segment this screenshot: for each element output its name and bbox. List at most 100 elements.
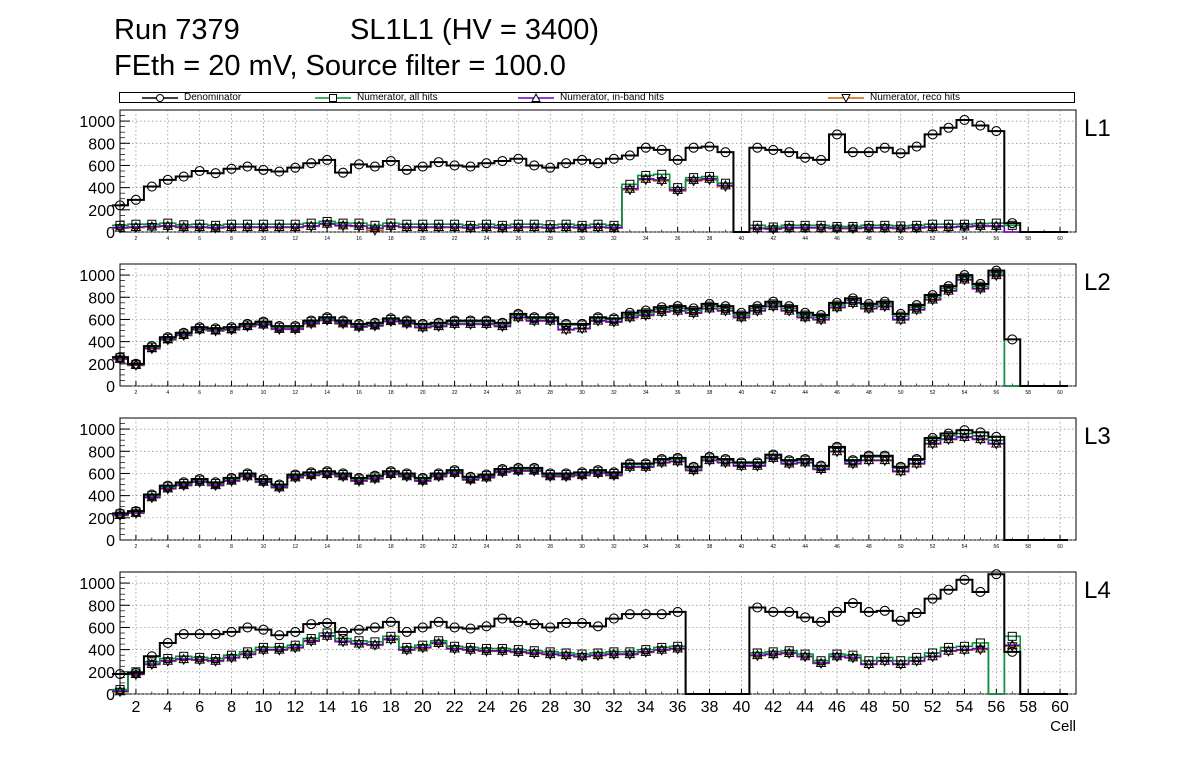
data-point <box>353 220 365 230</box>
data-point <box>194 629 205 640</box>
data-point <box>306 619 317 630</box>
data-point <box>481 644 491 654</box>
data-point <box>114 222 126 232</box>
data-point <box>418 640 428 650</box>
data-point <box>624 150 635 161</box>
x-tick-label: 2 <box>135 544 138 550</box>
data-point <box>465 315 476 326</box>
data-point <box>991 265 1002 276</box>
data-point <box>289 471 301 482</box>
x-tick-label: 52 <box>930 544 936 550</box>
data-point <box>544 470 556 481</box>
data-point <box>528 221 540 232</box>
data-point <box>927 221 938 232</box>
data-point <box>688 174 699 184</box>
data-point <box>529 462 540 473</box>
y-tick-label: 800 <box>88 290 115 307</box>
data-point <box>449 318 460 328</box>
data-point <box>545 220 555 230</box>
data-point <box>497 224 508 234</box>
data-point <box>767 223 779 233</box>
data-point <box>927 593 938 604</box>
data-point <box>561 318 572 329</box>
data-point <box>306 634 316 644</box>
x-tick-label: 50 <box>898 390 904 396</box>
data-point <box>226 322 237 333</box>
legend-marker-triangle-up <box>518 92 554 102</box>
data-point <box>322 466 333 477</box>
data-point <box>959 223 970 233</box>
data-point <box>385 616 396 627</box>
data-point <box>386 631 396 641</box>
data-point <box>592 312 604 323</box>
x-tick-label: 8 <box>230 236 233 242</box>
data-point <box>433 157 444 168</box>
data-point <box>544 650 556 661</box>
y-tick-label: 800 <box>88 136 115 153</box>
data-point <box>863 147 874 158</box>
data-point <box>178 331 190 342</box>
settings-title: FEth = 20 mV, Source filter = 100.0 <box>114 50 566 82</box>
data-point <box>800 453 811 465</box>
data-point <box>608 316 620 326</box>
data-point <box>194 325 206 336</box>
series-line-denominator <box>112 573 1069 695</box>
y-tick-label: 800 <box>88 598 115 615</box>
data-point <box>433 221 445 232</box>
data-point <box>784 220 794 230</box>
y-tick-label: 200 <box>88 357 115 374</box>
data-point <box>990 220 1002 230</box>
data-point <box>497 463 508 475</box>
x-tick-label: 20 <box>420 544 426 550</box>
data-point <box>401 315 412 326</box>
data-point <box>752 220 762 230</box>
data-point <box>832 221 842 231</box>
data-point <box>353 321 365 331</box>
data-point <box>592 621 604 632</box>
data-point <box>338 468 349 479</box>
x-tick-label: 54 <box>962 236 968 242</box>
data-point <box>959 574 970 585</box>
data-point <box>226 653 237 664</box>
legend-label: Denominator <box>184 92 242 103</box>
data-point <box>210 657 221 667</box>
data-point <box>847 455 858 466</box>
data-point <box>896 656 906 666</box>
data-point <box>752 648 762 658</box>
data-point <box>466 642 476 652</box>
data-point <box>305 635 317 645</box>
data-point <box>927 650 938 661</box>
data-point <box>767 648 779 659</box>
data-point <box>114 352 126 363</box>
legend-label: Numerator, reco hits <box>870 92 961 103</box>
data-point <box>258 646 269 656</box>
data-point <box>816 154 827 165</box>
panel-label: L2 <box>1084 269 1111 296</box>
data-point <box>863 450 874 461</box>
data-point <box>847 293 858 304</box>
x-tick-label: 10 <box>261 544 267 550</box>
data-point <box>114 668 126 680</box>
data-point <box>385 220 397 230</box>
data-point <box>624 609 635 620</box>
data-point <box>417 472 428 483</box>
data-point <box>609 647 619 657</box>
data-point <box>879 222 891 232</box>
data-point <box>210 222 221 232</box>
y-tick-label: 0 <box>106 533 115 550</box>
x-tick-label: 46 <box>834 236 840 242</box>
data-point <box>815 316 827 326</box>
x-tick-label: 36 <box>669 699 687 716</box>
x-tick-label: 40 <box>733 699 751 716</box>
data-point <box>369 472 381 483</box>
data-point <box>847 147 858 158</box>
data-point <box>911 222 923 232</box>
data-point <box>512 648 524 658</box>
data-point <box>290 162 301 173</box>
data-point <box>512 311 524 322</box>
data-point <box>768 606 779 617</box>
data-point <box>369 320 381 330</box>
x-tick-label: 48 <box>866 544 872 550</box>
panel-label: L4 <box>1084 577 1111 604</box>
series-line-denominator <box>112 429 1069 541</box>
